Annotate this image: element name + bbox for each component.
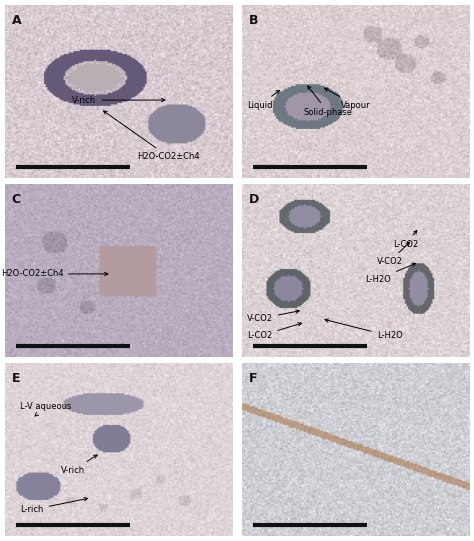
Text: E: E xyxy=(11,372,20,385)
Text: H2O-CO2±Ch4: H2O-CO2±Ch4 xyxy=(1,269,108,279)
Text: V-CO2: V-CO2 xyxy=(376,242,410,266)
Text: V-rich: V-rich xyxy=(61,455,97,474)
Text: L-V aqueous: L-V aqueous xyxy=(20,402,72,416)
Text: D: D xyxy=(248,193,259,206)
Text: C: C xyxy=(11,193,21,206)
Text: F: F xyxy=(248,372,257,385)
Text: L-H2O: L-H2O xyxy=(325,319,402,340)
Text: Vapour: Vapour xyxy=(325,88,370,110)
Text: L-CO2: L-CO2 xyxy=(393,230,418,249)
Text: L-CO2: L-CO2 xyxy=(247,322,301,340)
Text: V-CO2: V-CO2 xyxy=(247,310,299,323)
Text: H2O-CO2±Ch4: H2O-CO2±Ch4 xyxy=(103,111,200,161)
Text: Solid-phase: Solid-phase xyxy=(303,86,353,117)
Text: L-rich: L-rich xyxy=(20,498,88,514)
Text: L-H2O: L-H2O xyxy=(365,263,416,283)
Text: V-rich: V-rich xyxy=(73,96,165,104)
Text: A: A xyxy=(11,14,21,27)
Text: B: B xyxy=(248,14,258,27)
Text: Liquid: Liquid xyxy=(247,90,280,110)
